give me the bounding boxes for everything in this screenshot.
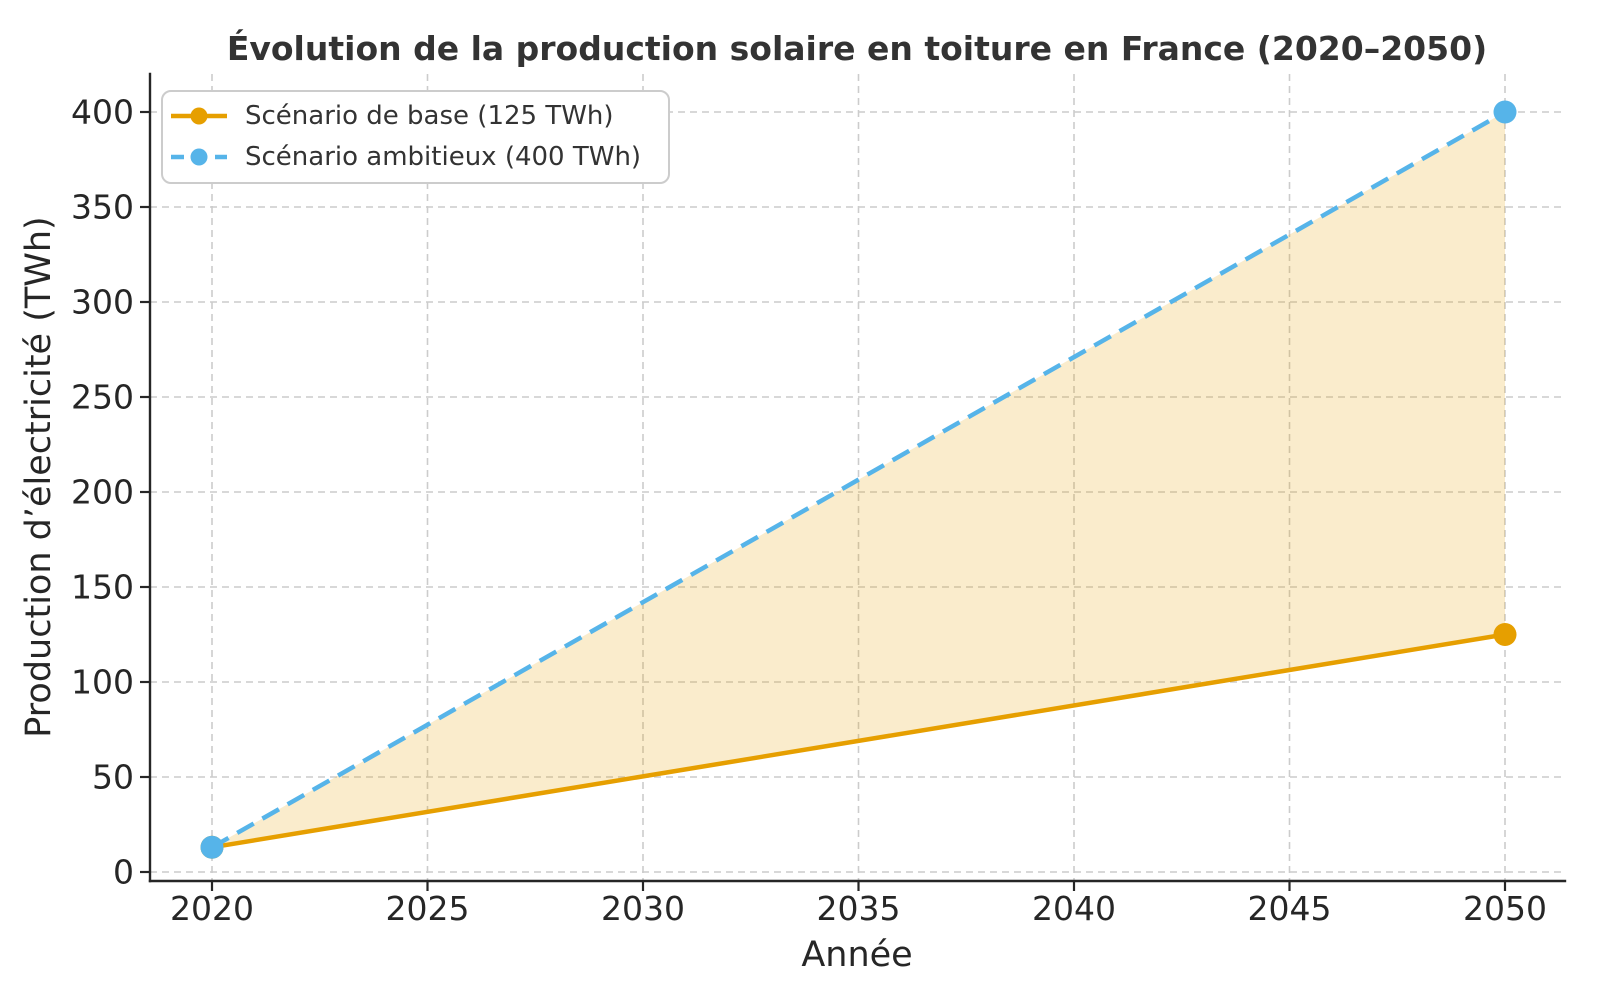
x-tick-label: 2045 <box>1248 889 1332 928</box>
data-point-marker <box>200 835 224 859</box>
x-tick-label: 2040 <box>1032 889 1116 928</box>
grid-layer <box>150 74 1565 881</box>
x-tick-label: 2035 <box>817 889 901 928</box>
x-axis-label: Année <box>801 935 912 975</box>
data-point-marker <box>1493 623 1517 646</box>
y-axis-label: Production d’électricité (TWh) <box>19 216 59 737</box>
series-layer <box>200 100 1517 859</box>
y-tick-label: 150 <box>71 568 134 607</box>
legend-samples <box>171 107 227 166</box>
series-line-0 <box>211 632 1506 850</box>
y-tick-label: 350 <box>71 188 134 227</box>
data-point-marker <box>1493 100 1517 124</box>
legend-label-ambitieux: Scénario ambitieux (400 TWh) <box>245 142 641 172</box>
x-tick-label: 2030 <box>601 889 685 928</box>
y-tick-label: 50 <box>92 758 134 797</box>
legend-label-base: Scénario de base (125 TWh) <box>245 101 614 131</box>
y-tick-label: 100 <box>71 663 134 702</box>
legend-sample-marker-0 <box>190 107 208 125</box>
x-tick-label: 2020 <box>170 889 254 928</box>
axes-layer: 2020 2025 2030 2035 2040 2045 2050 0 50 100 150 200… <box>71 72 1567 928</box>
y-tick-label: 0 <box>113 853 134 892</box>
series-line-1 <box>210 110 1507 850</box>
x-tick-label: 2025 <box>386 889 470 928</box>
legend-box <box>161 90 670 184</box>
x-tick-label: 2050 <box>1463 889 1547 928</box>
y-tick-label: 250 <box>71 378 134 417</box>
legend: Scénario de base (125 TWh) Scénario ambi… <box>161 90 670 184</box>
y-tick-label: 400 <box>71 93 134 132</box>
legend-sample-marker-1 <box>190 148 208 166</box>
y-tick-label: 300 <box>71 283 134 322</box>
chart-title: Évolution de la production solaire en to… <box>227 28 1487 68</box>
y-tick-label: 200 <box>71 473 134 512</box>
